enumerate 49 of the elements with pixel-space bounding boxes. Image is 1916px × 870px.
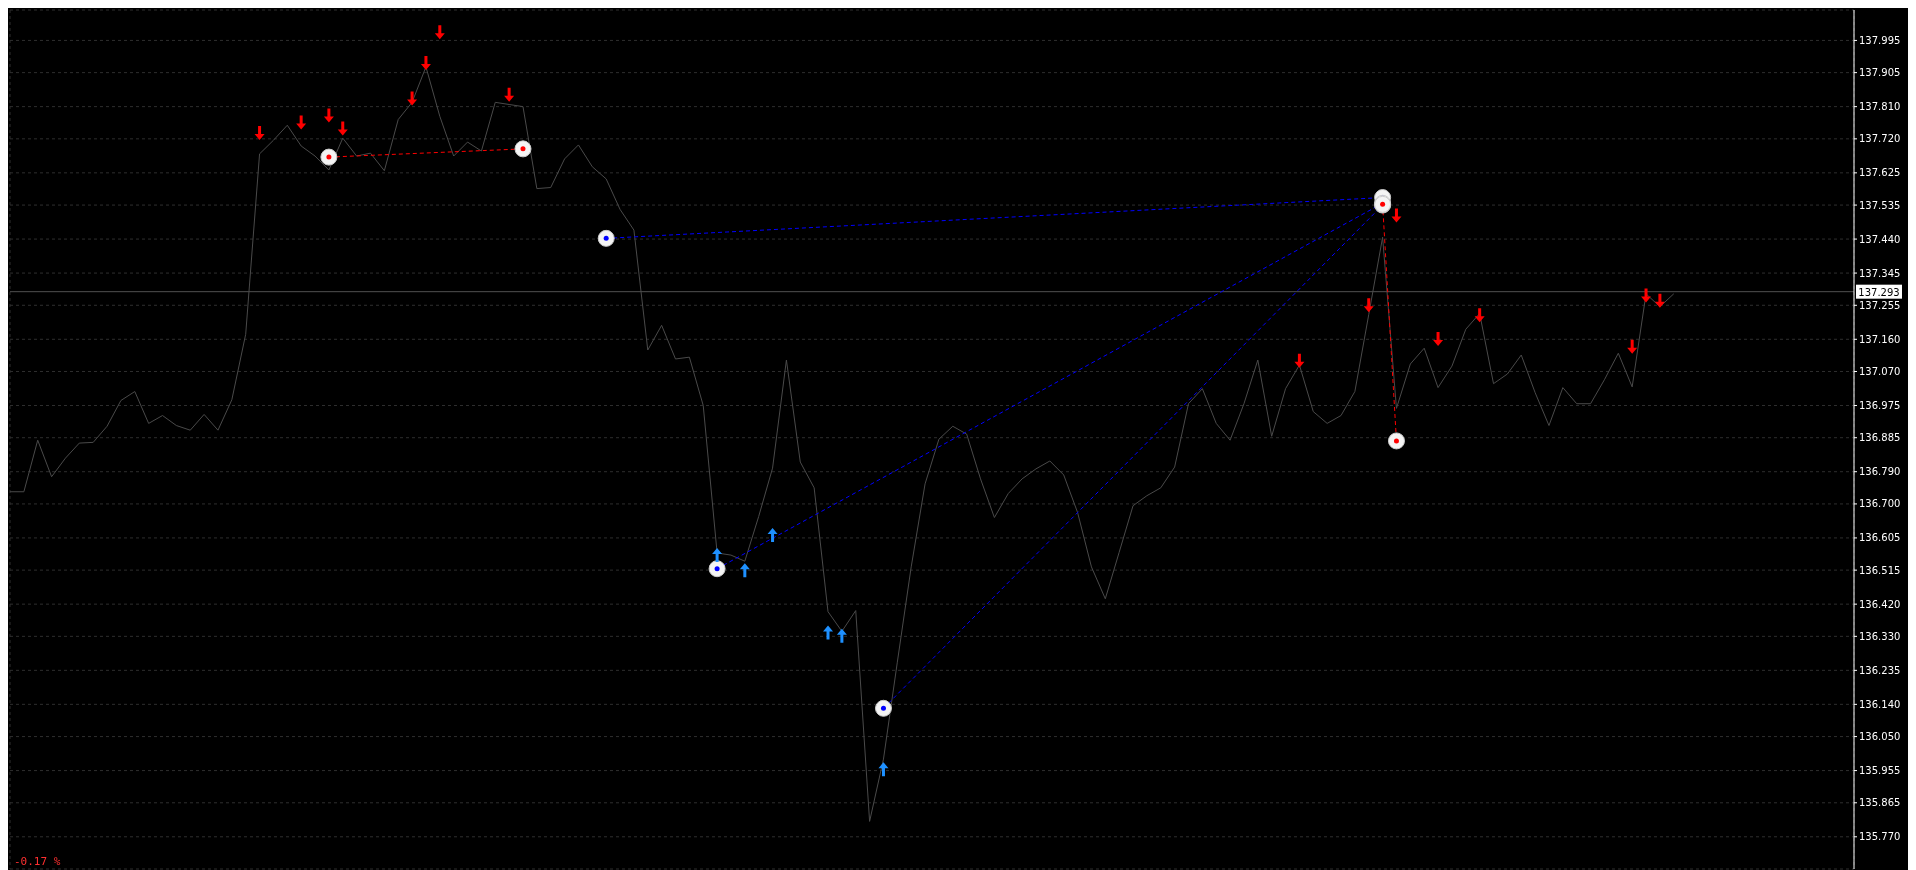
point [878, 762, 889, 777]
y-tick-label: 136.515 [1859, 564, 1901, 576]
ref-line-label: 137.293 [1858, 286, 1900, 298]
y-tick-label: 136.975 [1859, 400, 1901, 412]
point [323, 108, 334, 123]
point [739, 563, 750, 578]
point [1641, 288, 1652, 303]
point [407, 91, 418, 106]
y-tick-label: 137.720 [1859, 133, 1901, 145]
y-tick-label: 137.440 [1859, 233, 1901, 245]
y-tick-label: 137.625 [1859, 167, 1901, 179]
point [823, 625, 834, 640]
y-tick-label: 136.605 [1859, 532, 1901, 544]
point [1627, 339, 1638, 354]
point [712, 548, 723, 563]
point [836, 628, 847, 643]
y-tick-label: 136.235 [1859, 664, 1901, 676]
y-tick-label: 137.070 [1859, 366, 1901, 378]
y-tick-label: 135.865 [1859, 797, 1901, 809]
point [1391, 208, 1402, 223]
y-tick-label: 136.790 [1859, 466, 1901, 478]
point [1433, 331, 1444, 346]
y-tick-label: 137.995 [1859, 34, 1901, 46]
point [254, 126, 265, 141]
point [767, 528, 778, 543]
y-tick-label: 137.905 [1859, 67, 1901, 79]
y-tick-label: 135.955 [1859, 765, 1901, 777]
y-tick-label: 136.330 [1859, 630, 1901, 642]
y-tick-label: 135.770 [1859, 831, 1901, 843]
point [1294, 353, 1305, 368]
point [296, 115, 307, 130]
y-tick-label: 136.700 [1859, 498, 1901, 510]
point [1363, 298, 1374, 313]
point [504, 87, 515, 102]
y-tick-label: 137.535 [1859, 199, 1901, 211]
point [337, 121, 348, 136]
y-tick-label: 136.885 [1859, 432, 1901, 444]
y-tick-label: 137.255 [1859, 299, 1901, 311]
y-tick-label: 136.050 [1859, 731, 1901, 743]
point [1474, 308, 1485, 323]
y-tick-label: 136.140 [1859, 698, 1901, 710]
y-tick-label: 136.420 [1859, 598, 1901, 610]
point [420, 55, 431, 70]
point [1654, 293, 1665, 308]
y-tick-label: 137.345 [1859, 267, 1901, 279]
point [434, 25, 445, 40]
y-tick-label: 137.810 [1859, 101, 1901, 113]
y-tick-label: 137.160 [1859, 333, 1901, 345]
annotation: -0.17 % [14, 855, 61, 868]
